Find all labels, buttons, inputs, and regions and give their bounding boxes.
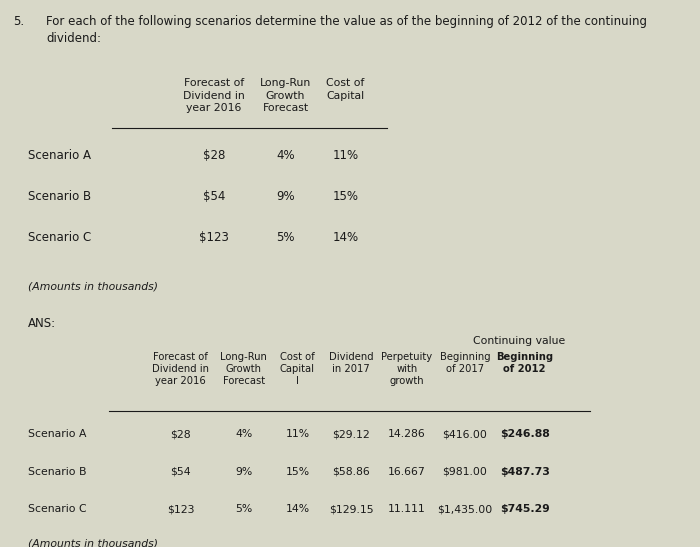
Text: $1,435.00: $1,435.00	[438, 504, 493, 514]
Text: $54: $54	[202, 190, 225, 203]
Text: Scenario C: Scenario C	[28, 504, 87, 514]
Text: 11.111: 11.111	[388, 504, 426, 514]
Text: Dividend
in 2017: Dividend in 2017	[329, 352, 374, 374]
Text: Perpetuity
with
growth: Perpetuity with growth	[382, 352, 433, 386]
Text: $981.00: $981.00	[442, 467, 487, 477]
Text: 15%: 15%	[332, 190, 358, 203]
Text: Scenario C: Scenario C	[28, 231, 92, 245]
Text: 5%: 5%	[235, 504, 252, 514]
Text: Cost of
Capital
I: Cost of Capital I	[280, 352, 315, 386]
Text: Forecast of
Dividend in
year 2016: Forecast of Dividend in year 2016	[153, 352, 209, 386]
Text: $28: $28	[202, 149, 225, 161]
Text: ANS:: ANS:	[28, 317, 57, 330]
Text: Scenario A: Scenario A	[28, 149, 91, 161]
Text: $58.86: $58.86	[332, 467, 370, 477]
Text: $416.00: $416.00	[442, 429, 487, 439]
Text: 11%: 11%	[286, 429, 309, 439]
Text: $487.73: $487.73	[500, 467, 550, 477]
Text: 5%: 5%	[276, 231, 295, 245]
Text: 14.286: 14.286	[388, 429, 426, 439]
Text: $28: $28	[171, 429, 191, 439]
Text: Forecast of
Dividend in
year 2016: Forecast of Dividend in year 2016	[183, 78, 244, 113]
Text: For each of the following scenarios determine the value as of the beginning of 2: For each of the following scenarios dete…	[46, 15, 648, 45]
Text: 4%: 4%	[276, 149, 295, 161]
Text: $29.12: $29.12	[332, 429, 370, 439]
Text: Long-Run
Growth
Forecast: Long-Run Growth Forecast	[220, 352, 267, 386]
Text: 9%: 9%	[276, 190, 295, 203]
Text: Continuing value: Continuing value	[473, 336, 565, 346]
Text: 9%: 9%	[235, 467, 252, 477]
Text: $745.29: $745.29	[500, 504, 550, 514]
Text: $123: $123	[199, 231, 229, 245]
Text: 14%: 14%	[286, 504, 309, 514]
Text: Beginning
of 2012: Beginning of 2012	[496, 352, 553, 374]
Text: (Amounts in thousands): (Amounts in thousands)	[28, 538, 158, 547]
Text: $54: $54	[171, 467, 191, 477]
Text: 15%: 15%	[286, 467, 309, 477]
Text: 11%: 11%	[332, 149, 358, 161]
Text: 5.: 5.	[13, 15, 24, 28]
Text: 14%: 14%	[332, 231, 358, 245]
Text: 16.667: 16.667	[388, 467, 426, 477]
Text: $123: $123	[167, 504, 195, 514]
Text: Scenario B: Scenario B	[28, 190, 92, 203]
Text: Long-Run
Growth
Forecast: Long-Run Growth Forecast	[260, 78, 311, 113]
Text: 4%: 4%	[235, 429, 252, 439]
Text: Cost of
Capital: Cost of Capital	[326, 78, 365, 101]
Text: Scenario B: Scenario B	[28, 467, 87, 477]
Text: Beginning
of 2017: Beginning of 2017	[440, 352, 490, 374]
Text: $246.88: $246.88	[500, 429, 550, 439]
Text: (Amounts in thousands): (Amounts in thousands)	[28, 282, 158, 292]
Text: $129.15: $129.15	[329, 504, 374, 514]
Text: Scenario A: Scenario A	[28, 429, 87, 439]
